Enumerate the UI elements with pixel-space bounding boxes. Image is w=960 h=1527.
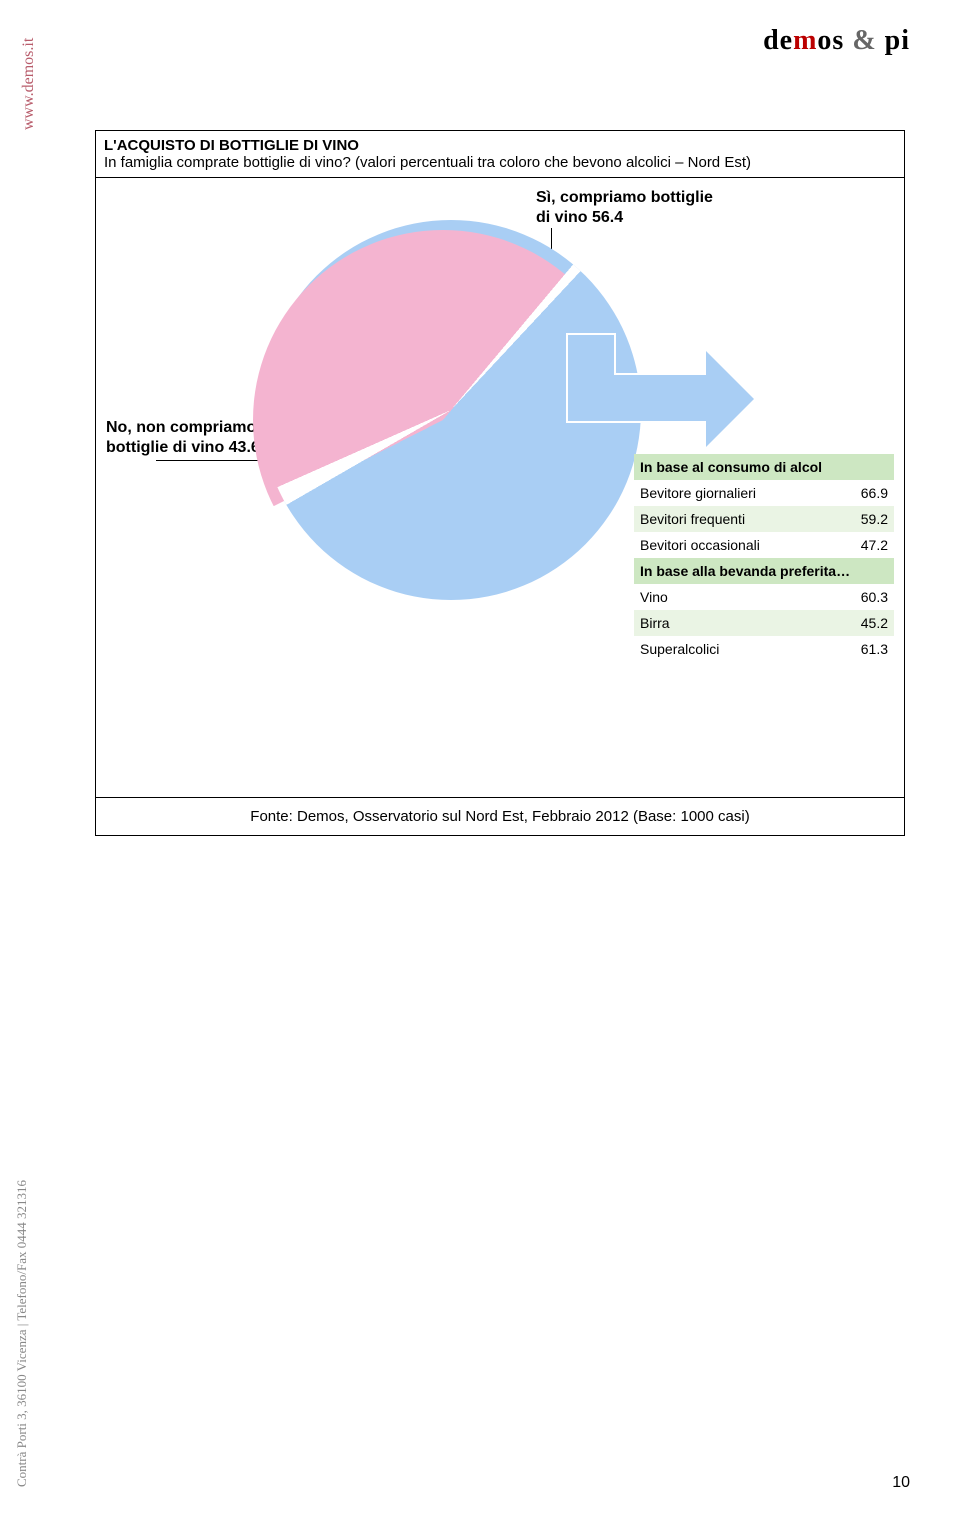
table-header-2: In base alla bevanda preferita… xyxy=(634,558,894,584)
brand-logo: demos & pi xyxy=(763,25,910,57)
title-row: L'ACQUISTO DI BOTTIGLIE DI VINO In famig… xyxy=(96,131,904,178)
pie-label-no-l2: bottiglie di vino 43.6 xyxy=(106,438,260,458)
row-value: 59.2 xyxy=(861,511,888,527)
row-value: 66.9 xyxy=(861,485,888,501)
row-label: Bevitori frequenti xyxy=(640,511,745,527)
main-panel: L'ACQUISTO DI BOTTIGLIE DI VINO In famig… xyxy=(95,130,905,836)
row-value: 61.3 xyxy=(861,641,888,657)
arrow-head-icon xyxy=(706,351,754,447)
row-label: Superalcolici xyxy=(640,641,719,657)
sidebar-url: www.demos.it xyxy=(20,38,38,130)
sidebar-address: Contrà Porti 3, 36100 Vicenza | Telefono… xyxy=(14,1180,30,1487)
row-label: Bevitore giornalieri xyxy=(640,485,756,501)
title-rest: In famiglia comprate bottiglie di vino? … xyxy=(104,154,896,171)
row-label: Bevitori occasionali xyxy=(640,537,760,553)
row-value: 60.3 xyxy=(861,589,888,605)
arrow-shaft-vertical xyxy=(566,333,616,423)
title-bold: L'ACQUISTO DI BOTTIGLIE DI VINO xyxy=(104,137,896,154)
callout-arrow xyxy=(566,333,616,423)
table-row: Bevitore giornalieri 66.9 xyxy=(634,480,894,506)
table-row: Superalcolici 61.3 xyxy=(634,636,894,662)
table-row: Bevitori frequenti 59.2 xyxy=(634,506,894,532)
table-row: Birra 45.2 xyxy=(634,610,894,636)
pie-label-no-l1: No, non compriamo xyxy=(106,418,260,438)
table-row: Vino 60.3 xyxy=(634,584,894,610)
logo-text: demos & pi xyxy=(763,25,910,56)
source-line: Fonte: Demos, Osservatorio sul Nord Est,… xyxy=(96,798,904,835)
arrow-shaft-horizontal xyxy=(614,373,714,423)
row-value: 45.2 xyxy=(861,615,888,631)
breakdown-table: In base al consumo di alcol Bevitore gio… xyxy=(634,454,894,662)
pie-label-si-l1: Sì, compriamo bottiglie xyxy=(536,188,713,208)
table-row: Bevitori occasionali 47.2 xyxy=(634,532,894,558)
row-value: 47.2 xyxy=(861,537,888,553)
page-number: 10 xyxy=(892,1474,910,1492)
chart-area: Sì, compriamo bottiglie di vino 56.4 No,… xyxy=(96,178,904,798)
row-label: Vino xyxy=(640,589,668,605)
row-label: Birra xyxy=(640,615,670,631)
table-header-1: In base al consumo di alcol xyxy=(634,454,894,480)
pie-label-no: No, non compriamo bottiglie di vino 43.6 xyxy=(106,418,260,458)
